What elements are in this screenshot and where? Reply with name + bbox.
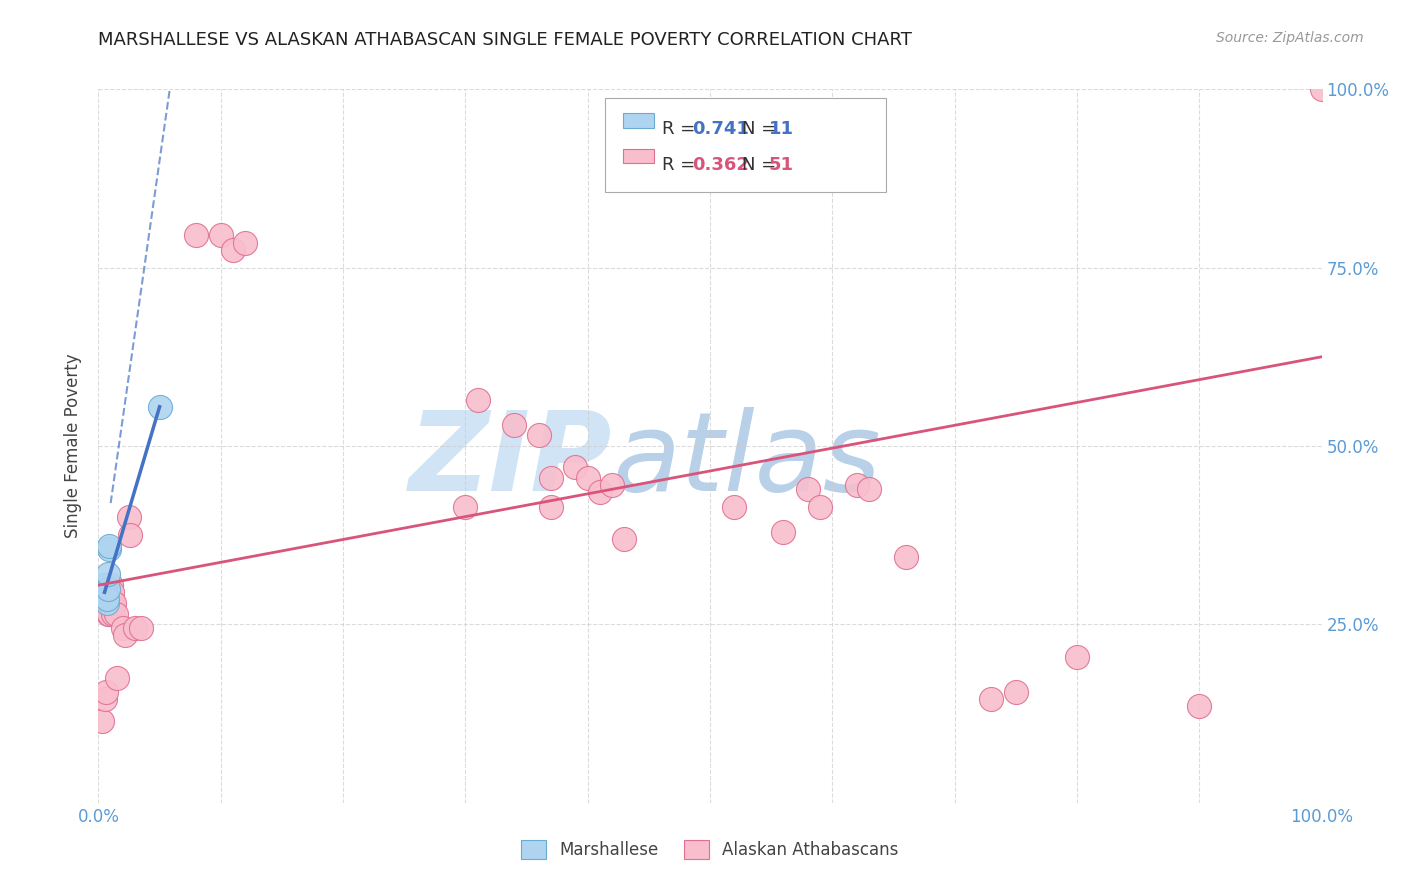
Point: [772, 524, 794, 539]
Point: [1310, 82, 1333, 96]
Point: [91, 714, 114, 728]
Point: [980, 692, 1002, 706]
Y-axis label: Single Female Poverty: Single Female Poverty: [65, 354, 83, 538]
Point: [858, 482, 880, 496]
Point: [100, 599, 122, 614]
Text: ZIP: ZIP: [409, 407, 612, 514]
Point: [97, 582, 120, 596]
Point: [98, 539, 121, 553]
Point: [589, 485, 612, 500]
Point: [222, 243, 245, 257]
Point: [98, 607, 121, 621]
Point: [118, 510, 141, 524]
Point: [797, 482, 820, 496]
Point: [576, 471, 599, 485]
Point: [1004, 685, 1026, 699]
Point: [1066, 649, 1088, 664]
Point: [723, 500, 745, 514]
Text: Source: ZipAtlas.com: Source: ZipAtlas.com: [1216, 31, 1364, 45]
Point: [564, 460, 586, 475]
Point: [98, 542, 121, 557]
Point: [101, 585, 124, 599]
Point: [527, 428, 550, 442]
Point: [96, 596, 118, 610]
Point: [96, 603, 118, 617]
Point: [100, 578, 122, 592]
Point: [129, 621, 152, 635]
Point: [93, 578, 115, 592]
Point: [104, 607, 127, 621]
Point: [94, 589, 117, 603]
Text: N =: N =: [742, 156, 782, 174]
Text: 0.741: 0.741: [692, 120, 748, 138]
Point: [114, 628, 136, 642]
Point: [454, 500, 477, 514]
Text: 0.362: 0.362: [692, 156, 748, 174]
Point: [98, 596, 121, 610]
Point: [233, 235, 256, 250]
Text: N =: N =: [742, 120, 782, 138]
Legend: Marshallese, Alaskan Athabascans: Marshallese, Alaskan Athabascans: [515, 834, 905, 866]
Point: [96, 585, 118, 599]
Point: [93, 585, 115, 599]
Point: [94, 592, 117, 607]
Point: [97, 607, 120, 621]
Point: [540, 471, 562, 485]
Point: [111, 621, 134, 635]
Point: [845, 478, 868, 492]
Point: [613, 532, 636, 546]
Text: 51: 51: [769, 156, 794, 174]
Point: [105, 671, 128, 685]
Point: [103, 596, 125, 610]
Point: [97, 567, 120, 582]
Point: [97, 599, 120, 614]
Text: R =: R =: [662, 156, 702, 174]
Point: [124, 621, 146, 635]
Point: [808, 500, 831, 514]
Point: [101, 607, 124, 621]
Text: atlas: atlas: [612, 407, 880, 514]
Point: [96, 592, 118, 607]
Point: [467, 392, 489, 407]
Text: 11: 11: [769, 120, 794, 138]
Point: [209, 228, 232, 243]
Point: [120, 528, 142, 542]
Text: MARSHALLESE VS ALASKAN ATHABASCAN SINGLE FEMALE POVERTY CORRELATION CHART: MARSHALLESE VS ALASKAN ATHABASCAN SINGLE…: [98, 31, 912, 49]
Text: R =: R =: [662, 120, 702, 138]
Point: [186, 228, 208, 243]
Point: [894, 549, 917, 564]
Point: [101, 592, 124, 607]
Point: [101, 599, 124, 614]
Point: [149, 400, 172, 414]
Point: [540, 500, 562, 514]
Point: [600, 478, 623, 492]
Point: [94, 685, 117, 699]
Point: [503, 417, 526, 432]
Point: [1188, 699, 1211, 714]
Point: [93, 692, 115, 706]
